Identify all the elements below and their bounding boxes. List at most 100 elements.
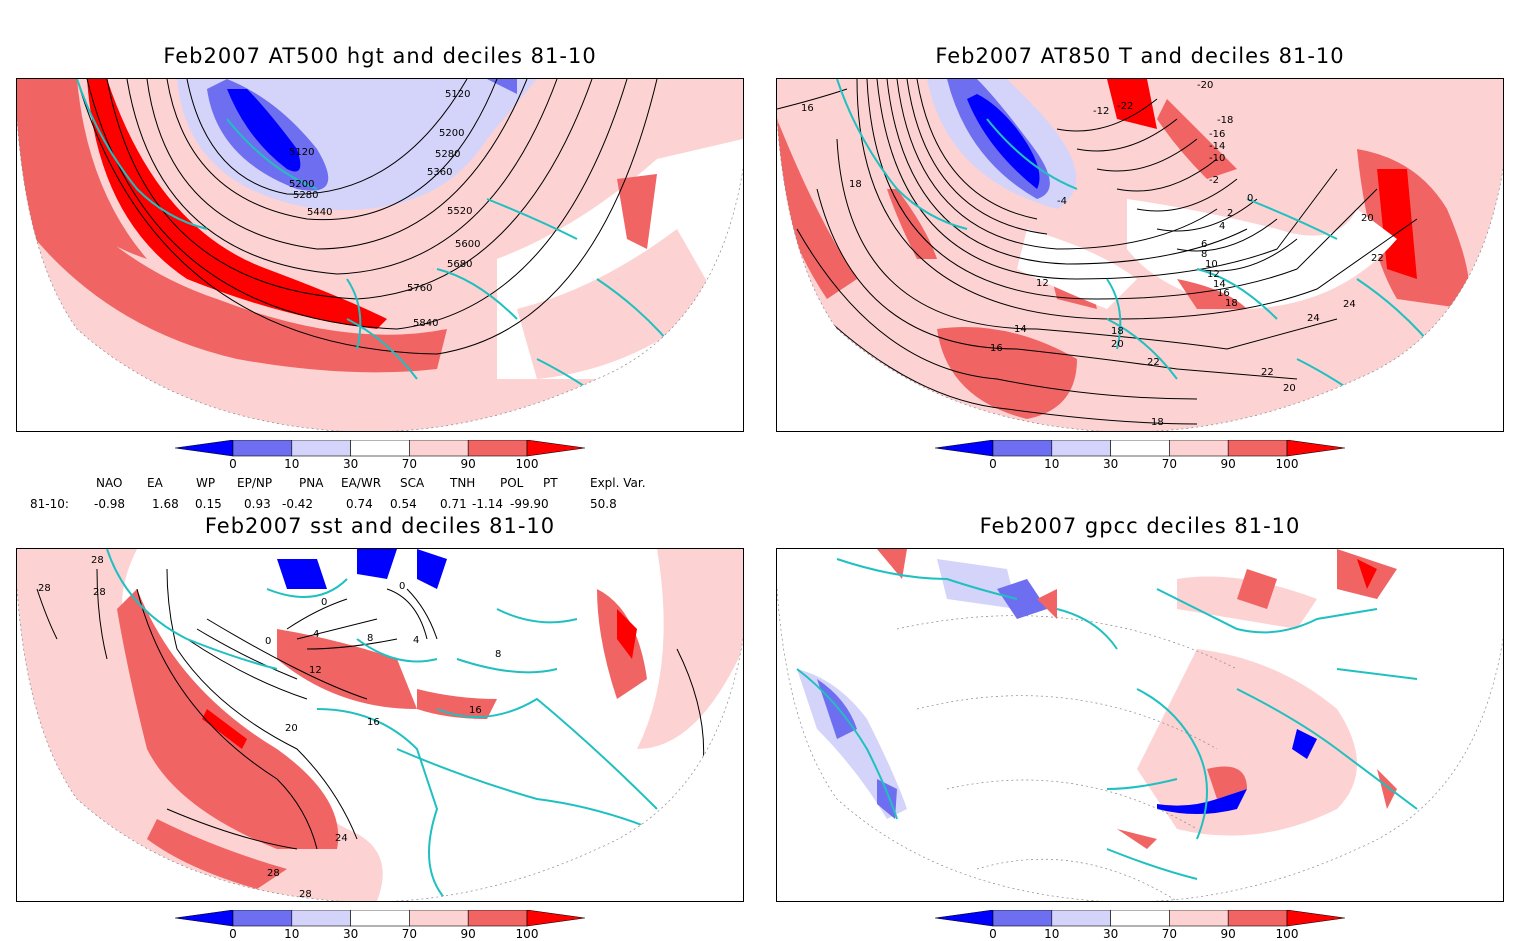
map-panel-gpcc — [776, 548, 1504, 902]
colorbar-low-triangle — [175, 910, 234, 927]
p2-contour-label: 24 — [1307, 313, 1320, 324]
p1-contour-label: 5120 — [445, 89, 470, 100]
p2-contour-label: 18 — [1111, 326, 1124, 337]
p2-contour-label: -18 — [1217, 115, 1233, 126]
colorbar-tick-label: 30 — [342, 927, 359, 941]
colorbar-segment — [1227, 440, 1288, 457]
p2-contour-label: 22 — [1147, 357, 1160, 368]
p3-contour-label: 4 — [413, 635, 419, 646]
p2-contour-label: 14 — [1014, 324, 1027, 335]
colorbar-segment — [1110, 910, 1170, 927]
colorbar-tick-label: 10 — [284, 927, 300, 941]
colorbar-low-triangle — [175, 440, 234, 457]
colorbar-segment — [992, 910, 1053, 927]
p3-contour-label: 28 — [299, 889, 312, 900]
colorbar-segment — [992, 440, 1053, 457]
colorbar-tick-label: 30 — [1102, 927, 1119, 941]
p3-contour-label: 28 — [91, 555, 104, 566]
p2-contour-label: 8 — [1201, 249, 1207, 260]
p3-contour-label: 28 — [38, 583, 51, 594]
tc-value-pna: -0.42 — [282, 497, 314, 511]
tc-header-explvar: Expl. Var. — [590, 476, 646, 490]
p2-contour-label: 12 — [1207, 269, 1220, 280]
p1-contour-label: 5280 — [435, 149, 460, 160]
colorbar-tick-label: 90 — [460, 457, 476, 471]
colorbar-segment — [1169, 910, 1229, 927]
colorbar-segment — [467, 910, 528, 927]
p1-contour-label: 5120 — [289, 147, 314, 158]
p2-contour-label: -10 — [1209, 153, 1225, 164]
colorbar-tick-label: 100 — [1275, 457, 1299, 471]
colorbar-segment — [232, 910, 293, 927]
p3-contour-label: 12 — [309, 665, 322, 676]
colorbar-tick-label: 90 — [460, 927, 476, 941]
p2-contour-label: -2 — [1209, 175, 1219, 186]
map-panel-hgt500: 5120 5200 5280 5360 5440 5520 5600 5680 … — [16, 78, 744, 432]
tc-value-tnh: 0.71 — [440, 497, 467, 511]
map-panel-t850: 16 18 12 14 16 18 20 22 22 20 18 24 24 2… — [776, 78, 1504, 432]
panel-2-title: Feb2007 AT850 T and deciles 81-10 — [935, 44, 1345, 68]
colorbar-3: 0 10 30 70 90 100 — [175, 910, 585, 941]
p3-contour-label: 8 — [495, 649, 501, 660]
colorbar-swatches — [175, 440, 585, 457]
colorbar-segment — [350, 440, 410, 457]
colorbar-4: 0 10 30 70 90 100 — [935, 910, 1345, 941]
colorbar-segment — [232, 440, 293, 457]
colorbar-tick-label: 90 — [1220, 457, 1236, 471]
tc-value-explvar: 50.8 — [590, 497, 617, 511]
p2-contour-label: 12 — [1036, 278, 1049, 289]
colorbar-high-triangle — [1286, 440, 1345, 457]
colorbar-tick-label: 90 — [1220, 927, 1236, 941]
panel-1-title: Feb2007 AT500 hgt and deciles 81-10 — [163, 44, 597, 68]
tc-header-sca: SCA — [400, 476, 425, 490]
colorbar-high-triangle — [526, 910, 585, 927]
colorbar-tick-label: 10 — [1044, 927, 1060, 941]
colorbar-segment — [1110, 440, 1170, 457]
colorbar-tick-label: 10 — [284, 457, 300, 471]
p2-contour-label: 20 — [1111, 339, 1124, 350]
colorbar-segment — [409, 910, 469, 927]
p2-contour-label: 16 — [1217, 288, 1230, 299]
p2-contour-label: 18 — [1225, 298, 1238, 309]
p1-contour-label: 5440 — [307, 207, 332, 218]
panel-4-title: Feb2007 gpcc deciles 81-10 — [979, 514, 1301, 538]
colorbar-low-triangle — [935, 440, 994, 457]
colorbar-2: 0 10 30 70 90 100 — [935, 440, 1345, 476]
colorbar-tick-label: 70 — [1161, 927, 1178, 941]
p3-contour-label: 28 — [267, 868, 280, 879]
tc-header-pna: PNA — [299, 476, 324, 490]
tc-header-pol: POL — [500, 476, 524, 490]
p2-contour-label: -12 — [1093, 106, 1109, 117]
colorbar-segment — [1227, 910, 1288, 927]
colorbar-tick-label: 0 — [989, 457, 997, 471]
p1-contour-label: 5600 — [455, 239, 480, 250]
p3-contour-label: 0 — [265, 636, 271, 647]
colorbar-tick-label: 10 — [1044, 457, 1060, 471]
p2-contour-label: 10 — [1205, 259, 1218, 270]
p2-contour-label: -20 — [1197, 80, 1213, 91]
p2-contour-label: -4 — [1057, 196, 1067, 207]
colorbar-tick-label: 70 — [401, 457, 418, 471]
p3-contour-label: 16 — [469, 705, 482, 716]
p3-contour-label: 4 — [313, 629, 319, 640]
colorbar-segment — [291, 440, 351, 457]
tc-value-pt: -99.90 — [510, 497, 549, 511]
p1-contour-label: 5280 — [293, 190, 318, 201]
p2-contour-label: 4 — [1219, 221, 1225, 232]
colorbar-tick-label: 100 — [515, 457, 539, 471]
p1-contour-label: 5200 — [289, 179, 314, 190]
tc-header-ea: EA — [147, 476, 163, 490]
colorbar-segment — [1051, 440, 1111, 457]
tc-header-tnh: TNH — [450, 476, 476, 490]
colorbar-segment — [350, 910, 410, 927]
p2-contour-label: 24 — [1343, 299, 1356, 310]
p1-contour-label: 5840 — [413, 318, 438, 329]
colorbar-low-triangle — [935, 910, 994, 927]
tc-header-eawr: EA/WR — [341, 476, 382, 490]
p1-contour-label: 5520 — [447, 206, 472, 217]
p2-contour-label: 14 — [1213, 279, 1226, 290]
colorbar-tick-label: 30 — [342, 457, 359, 471]
colorbar-swatches — [935, 440, 1345, 457]
tc-header-nao: NAO — [96, 476, 123, 490]
tc-value-nao: -0.98 — [94, 497, 126, 511]
